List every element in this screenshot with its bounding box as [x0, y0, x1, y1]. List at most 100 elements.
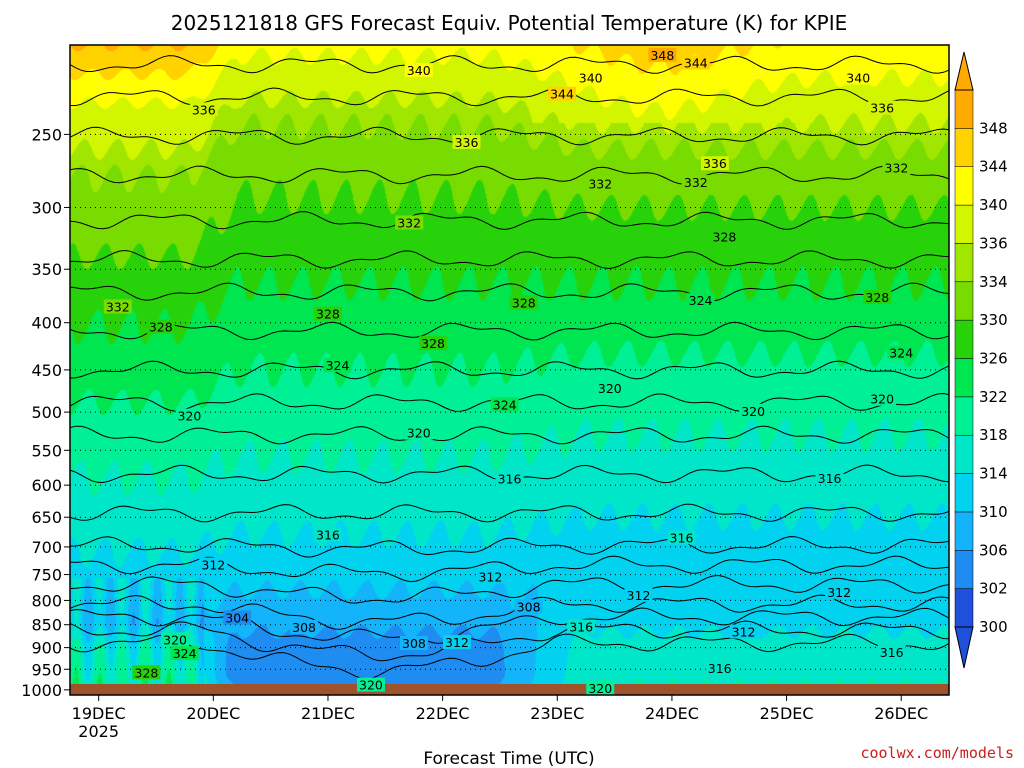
- x-tick-label: 20DEC: [186, 704, 240, 723]
- y-tick-label: 450: [31, 361, 62, 380]
- contour-label-bg: [882, 160, 911, 175]
- y-tick-label: 950: [31, 660, 62, 679]
- contour-label-bg: [175, 408, 204, 423]
- contour-label-bg: [132, 665, 161, 680]
- contour-label: 328: [713, 229, 737, 244]
- contour-label-bg: [146, 319, 175, 334]
- contour-line: [70, 425, 949, 445]
- contour-label-bg: [648, 47, 677, 62]
- contour-label-bg: [495, 471, 524, 486]
- colorbar-swatch: [954, 89, 974, 129]
- contour-label: 328: [316, 307, 340, 322]
- contour-label: 316: [670, 530, 694, 545]
- contour-label: 340: [579, 71, 603, 86]
- contour-label: 328: [512, 295, 536, 310]
- chart-title: 2025121818 GFS Forecast Equiv. Potential…: [171, 11, 848, 35]
- contour-line: [70, 87, 949, 107]
- colorbar-label: 306: [979, 541, 1008, 559]
- colorbar-swatch: [954, 166, 974, 206]
- contour-label: 332: [684, 175, 708, 190]
- contour-label: 316: [498, 471, 522, 486]
- colorbar-swatch: [954, 281, 974, 321]
- contour-label-bg: [395, 215, 424, 230]
- colorbar-top-arrow: [954, 51, 974, 91]
- contour-label-bg: [825, 584, 854, 599]
- credit-text: coolwx.com/models: [860, 744, 1014, 762]
- contour-label-bg: [710, 229, 739, 244]
- y-tick-label: 550: [31, 441, 62, 460]
- contour-label-bg: [868, 100, 897, 115]
- colorbar-label: 336: [979, 234, 1008, 252]
- colorbar-swatch: [954, 588, 974, 628]
- contour-label-bg: [313, 306, 342, 321]
- colorbar-bottom-arrow: [954, 626, 974, 669]
- colorbar-swatch: [954, 434, 974, 474]
- contour-line: [70, 503, 949, 523]
- contour-label: 320: [407, 426, 431, 441]
- contour-label: 320: [177, 409, 201, 424]
- contour-label: 312: [445, 635, 469, 650]
- y-tick-label: 1000: [21, 681, 62, 700]
- contour-label-bg: [739, 403, 768, 418]
- x-tick-sublabel: 2025: [78, 722, 119, 741]
- contour-line: [70, 321, 949, 341]
- colorbar-label: 310: [979, 503, 1008, 521]
- contour-line: [70, 574, 949, 604]
- contour-label: 324: [326, 358, 350, 373]
- contour-label: 324: [173, 646, 197, 661]
- contour-line: [70, 536, 949, 558]
- x-tick-label: 22DEC: [416, 704, 470, 723]
- contour-label-bg: [103, 299, 132, 314]
- contour-label: 324: [689, 293, 713, 308]
- x-tick-label: 21DEC: [301, 704, 355, 723]
- contour-label: 312: [827, 585, 851, 600]
- contour-label: 340: [846, 71, 870, 86]
- colorbar-label: 348: [979, 119, 1008, 137]
- colorbar-label: 300: [979, 618, 1008, 636]
- contour-label: 312: [732, 625, 756, 640]
- contour-label: 320: [588, 681, 612, 696]
- contour-label-bg: [567, 619, 596, 634]
- contour-label-bg: [189, 102, 218, 117]
- contour-line: [70, 165, 949, 185]
- contour-label-bg: [313, 527, 342, 542]
- contour-label-bg: [844, 70, 873, 85]
- contour-label-bg: [877, 644, 906, 659]
- contour-label-bg: [404, 425, 433, 440]
- contour-label-bg: [729, 624, 758, 639]
- colorbar-label: 330: [979, 311, 1008, 329]
- contour-label-bg: [815, 470, 844, 485]
- colorbar-swatch: [954, 396, 974, 436]
- contour-label-bg: [452, 134, 481, 149]
- contour-label: 316: [316, 527, 340, 542]
- contour-label-bg: [586, 176, 615, 191]
- contour-label: 340: [407, 63, 431, 78]
- colorbar-label: 326: [979, 350, 1008, 368]
- contour-label: 320: [163, 632, 187, 647]
- x-tick-label: 25DEC: [760, 704, 814, 723]
- contour-label-bg: [509, 295, 538, 310]
- contour-label: 328: [865, 290, 889, 305]
- contour-label: 328: [135, 665, 159, 680]
- contour-label-bg: [356, 677, 385, 692]
- colorbar-label: 318: [979, 426, 1008, 444]
- contour-label-bg: [624, 587, 653, 602]
- colorbar-swatch: [954, 243, 974, 283]
- contour-label: 316: [569, 619, 593, 634]
- contour-label-bg: [323, 358, 352, 373]
- colorbar-label: 344: [979, 158, 1008, 176]
- theta-e-raster: [70, 45, 949, 695]
- colorbar-swatch: [954, 550, 974, 589]
- contour-label: 320: [598, 381, 622, 396]
- colorbar: 300 302 306 310 314 318 322 326 330 334 336 340 344 3…: [954, 51, 1008, 669]
- x-tick-label: 23DEC: [530, 704, 584, 723]
- contour-label: 316: [708, 661, 732, 676]
- contour-line: [70, 360, 949, 380]
- contour-label: 316: [818, 471, 842, 486]
- contour-label: 320: [359, 678, 383, 693]
- contour-line: [70, 249, 949, 270]
- contour-label-bg: [595, 380, 624, 395]
- contour-label-bg: [404, 63, 433, 78]
- contour-label-bg: [514, 599, 543, 614]
